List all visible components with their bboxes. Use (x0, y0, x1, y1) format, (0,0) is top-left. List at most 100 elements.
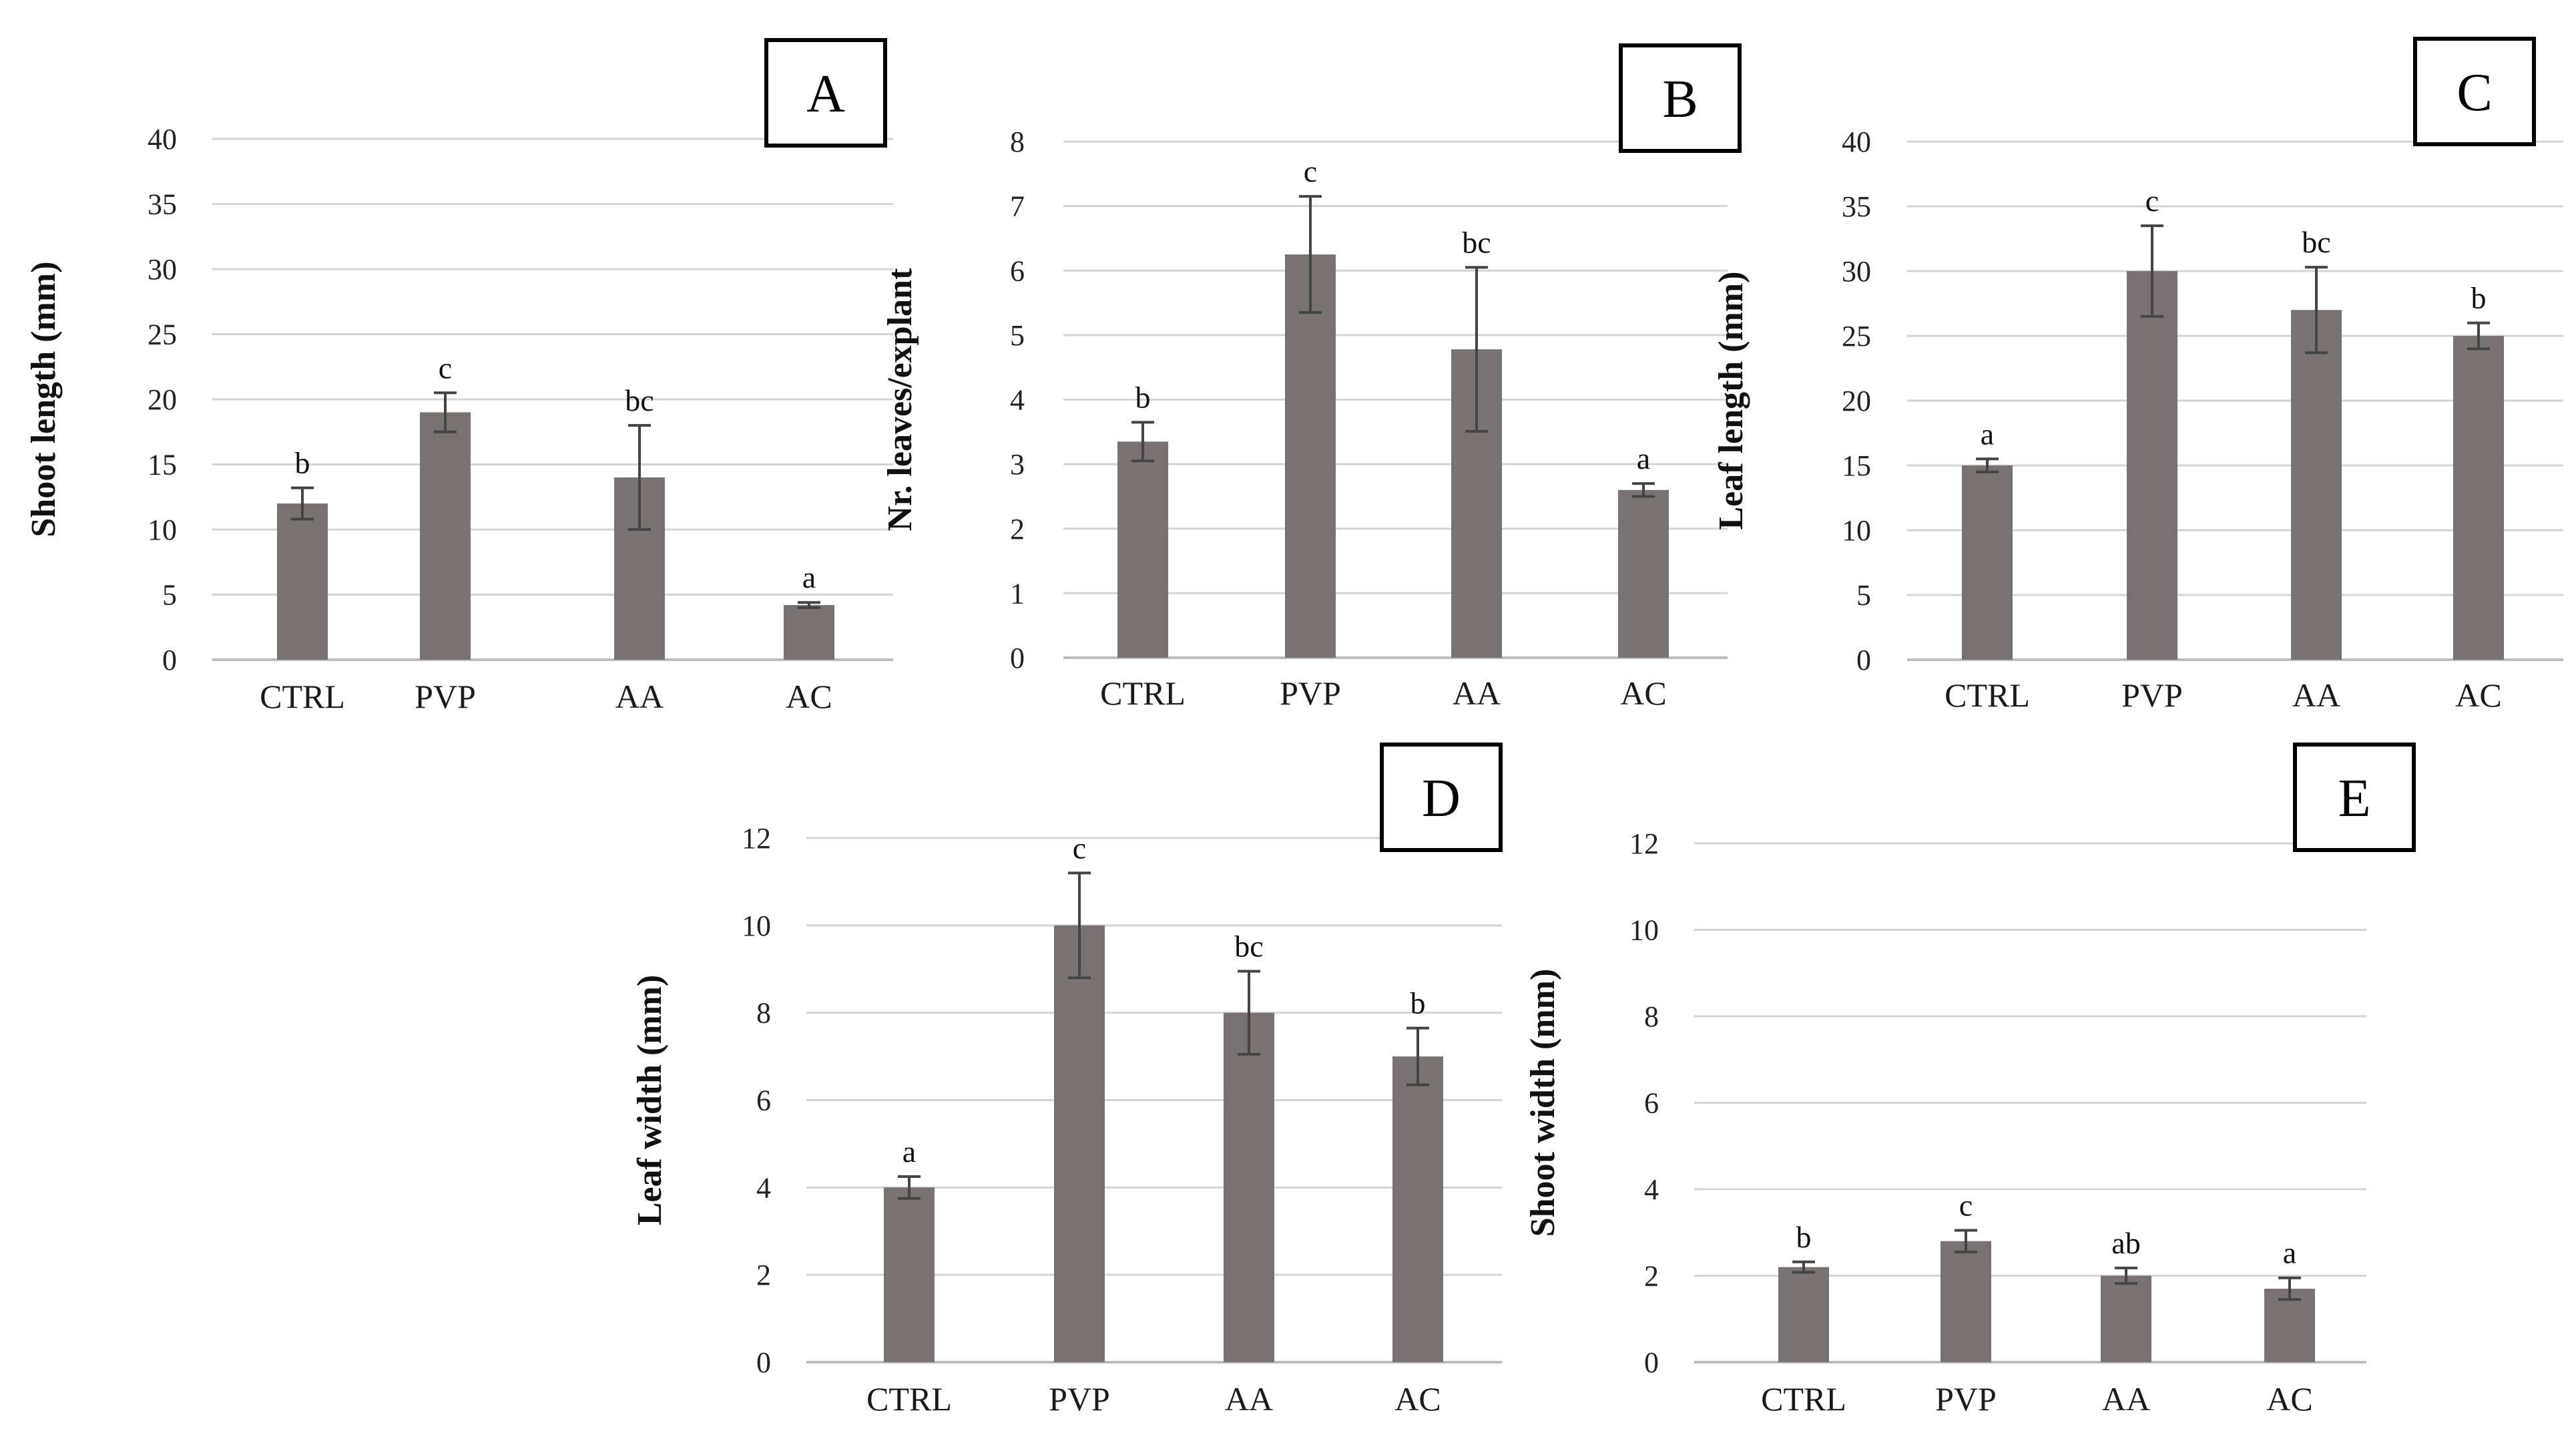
chart-panel-b: 0 1 2 3 4 5 6 7 8 b CTRL c PVP bc AA a AC Nr. leaves/expl… (881, 43, 1742, 712)
panel-label-box (1619, 43, 1742, 153)
significance-letter: a (1637, 441, 1650, 475)
y-tick-label: 6 (1010, 254, 1025, 287)
y-tick-label: 25 (148, 319, 177, 351)
y-tick-label: 2 (1010, 513, 1025, 546)
significance-letter: c (1959, 1189, 1973, 1223)
bar (1054, 925, 1105, 1362)
bar (1962, 465, 2013, 660)
y-tick-label: 15 (1842, 449, 1871, 482)
y-tick-label: 0 (756, 1346, 771, 1379)
significance-letter: bc (1462, 225, 1491, 259)
chart-panel-d: 0 2 4 6 8 10 12 a CTRL c PVP bc AA b AC Leaf width (mm)… (631, 743, 1503, 1418)
panel-label: B (1662, 70, 1698, 129)
y-tick-label: 0 (162, 644, 177, 676)
panel-label: E (2338, 769, 2371, 828)
significance-letter: b (295, 446, 310, 480)
significance-letter: c (2145, 184, 2159, 218)
y-tick-label: 8 (756, 997, 771, 1030)
bar (784, 605, 834, 660)
y-tick-label: 10 (1629, 914, 1659, 947)
y-tick-label: 25 (1842, 320, 1871, 353)
chart-panel-c: 0 5 10 15 20 25 30 35 40 a CTRL c PVP bc AA b AC Leaf len… (1712, 37, 2563, 714)
y-tick-label: 10 (148, 513, 177, 546)
bar (1224, 1012, 1274, 1362)
panel-label-box (764, 38, 887, 148)
y-tick-label: 2 (756, 1259, 771, 1291)
panel-label-box (2293, 743, 2416, 852)
significance-letter: bc (625, 383, 654, 417)
y-tick-label: 35 (1842, 190, 1871, 223)
bar (2453, 336, 2504, 660)
bar (1117, 441, 1168, 658)
bar (277, 503, 328, 660)
bar (2264, 1288, 2315, 1362)
y-tick-label: 4 (1644, 1173, 1659, 1206)
y-tick-label: 5 (162, 579, 177, 612)
x-category-label: AC (2266, 1380, 2312, 1418)
significance-letter: a (1981, 417, 1994, 451)
x-category-label: CTRL (1761, 1380, 1846, 1418)
x-category-label: AA (2292, 676, 2340, 714)
significance-letter: ab (2111, 1226, 2140, 1260)
chart-panel-a: 0 5 10 15 20 25 30 35 40 b CTRL c PVP bc AA a AC Shoot le… (25, 38, 893, 715)
y-tick-label: 2 (1644, 1260, 1659, 1293)
panel-label: D (1422, 769, 1461, 828)
y-tick-label: 35 (148, 188, 177, 221)
bar (1941, 1241, 1991, 1362)
x-category-label: AA (2102, 1380, 2150, 1418)
y-tick-label: 30 (1842, 255, 1871, 288)
significance-letter: bc (2302, 225, 2330, 259)
bar (1392, 1056, 1443, 1362)
y-tick-label: 8 (1010, 126, 1025, 158)
y-tick-label: 4 (1010, 384, 1025, 417)
bar (2101, 1275, 2151, 1362)
y-tick-label: 10 (742, 909, 771, 942)
bar (1778, 1267, 1829, 1362)
y-tick-label: 8 (1644, 1000, 1659, 1033)
x-category-label: CTRL (260, 678, 345, 715)
y-tick-label: 0 (1856, 644, 1871, 676)
x-category-label: AA (615, 678, 664, 715)
significance-letter: c (439, 351, 452, 385)
y-axis-title: Shoot length (mm) (25, 261, 63, 537)
panel-label-box (1380, 743, 1503, 852)
panel-label: A (806, 65, 845, 124)
x-category-label: CTRL (866, 1380, 952, 1418)
y-tick-label: 40 (148, 123, 177, 156)
y-tick-label: 12 (1629, 827, 1659, 860)
significance-letter: b (1135, 380, 1151, 414)
y-axis-title: Shoot width (mm) (1524, 969, 1562, 1237)
chart-panel-e: 0 2 4 6 8 10 12 b CTRL c PVP ab AA a AC Shoot width (mm… (1524, 743, 2416, 1418)
bar (884, 1187, 935, 1362)
significance-letter: bc (1234, 930, 1263, 964)
x-category-label: AC (2455, 676, 2501, 714)
y-tick-label: 40 (1842, 126, 1871, 158)
x-category-label: PVP (1935, 1380, 1997, 1418)
panel-label: C (2457, 63, 2492, 122)
significance-letter: b (2471, 281, 2487, 315)
y-tick-label: 6 (1644, 1087, 1659, 1120)
y-tick-label: 1 (1010, 577, 1025, 610)
y-axis-title: Leaf length (mm) (1712, 271, 1750, 530)
y-tick-label: 0 (1010, 642, 1025, 674)
y-tick-label: 15 (148, 449, 177, 481)
y-tick-label: 20 (1842, 385, 1871, 417)
y-tick-label: 5 (1010, 319, 1025, 352)
significance-letter: a (2283, 1236, 2296, 1270)
bar (420, 412, 471, 660)
y-tick-label: 3 (1010, 448, 1025, 481)
bar (1618, 489, 1669, 658)
panel-label-box (2413, 37, 2536, 146)
x-category-label: PVP (1049, 1380, 1110, 1418)
y-tick-label: 6 (756, 1084, 771, 1117)
x-category-label: AC (1394, 1380, 1441, 1418)
significance-letter: a (802, 560, 816, 594)
significance-letter: a (903, 1134, 916, 1169)
x-category-label: PVP (415, 678, 476, 715)
x-category-label: CTRL (1100, 674, 1186, 712)
y-axis-title: Nr. leaves/explant (881, 268, 919, 532)
x-category-label: CTRL (1945, 676, 2030, 714)
x-category-label: AA (1225, 1380, 1273, 1418)
x-category-label: PVP (2121, 676, 2183, 714)
